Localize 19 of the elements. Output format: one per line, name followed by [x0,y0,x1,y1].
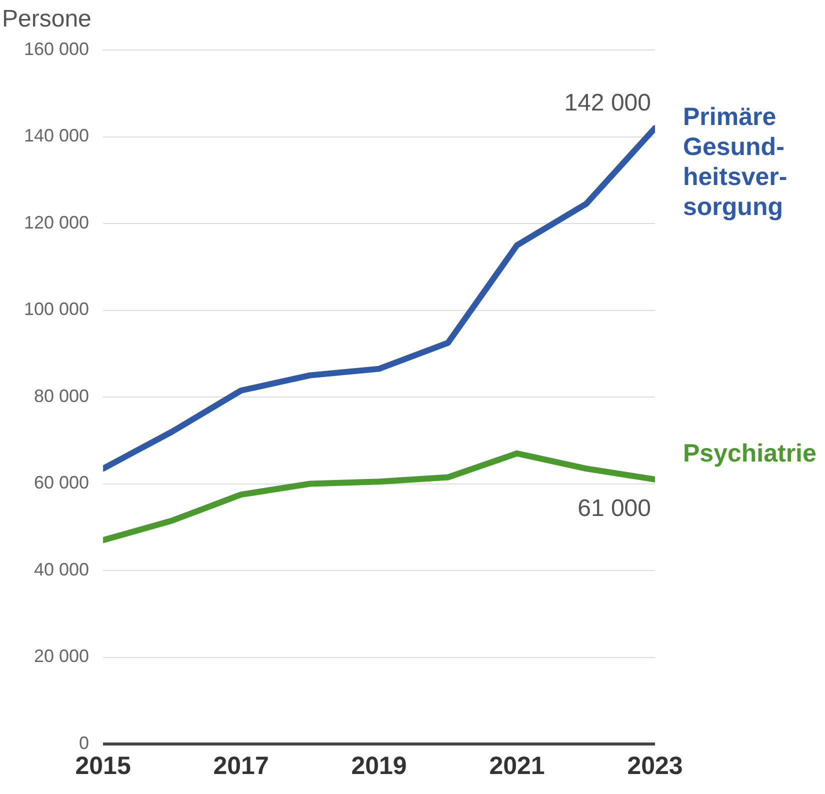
x-tick-label: 2017 [213,752,269,780]
y-tick-label: 0 [79,732,90,753]
y-tick-label: 100 000 [24,299,90,320]
y-tick-label: 20 000 [34,646,90,666]
y-tick-label: 160 000 [24,38,90,59]
x-tick-label: 2015 [75,752,131,780]
x-tick-label: 2021 [489,752,545,780]
annotation: 61 000 [578,495,651,522]
series-label: Primäre Gesund-heitsver-sorgung [683,102,788,221]
y-tick-label: 120 000 [24,212,90,232]
y-tick-label: 60 000 [34,472,90,493]
series-label: Psychiatrie [683,439,817,468]
annotation: 142 000 [564,90,651,117]
y-tick-label: 80 000 [34,386,90,406]
x-tick-label: 2023 [627,752,683,780]
y-tick-label: 140 000 [24,126,90,146]
y-axis-title: Persone [2,6,92,33]
x-tick-label: 2019 [351,752,407,780]
y-tick-label: 40 000 [34,559,90,580]
